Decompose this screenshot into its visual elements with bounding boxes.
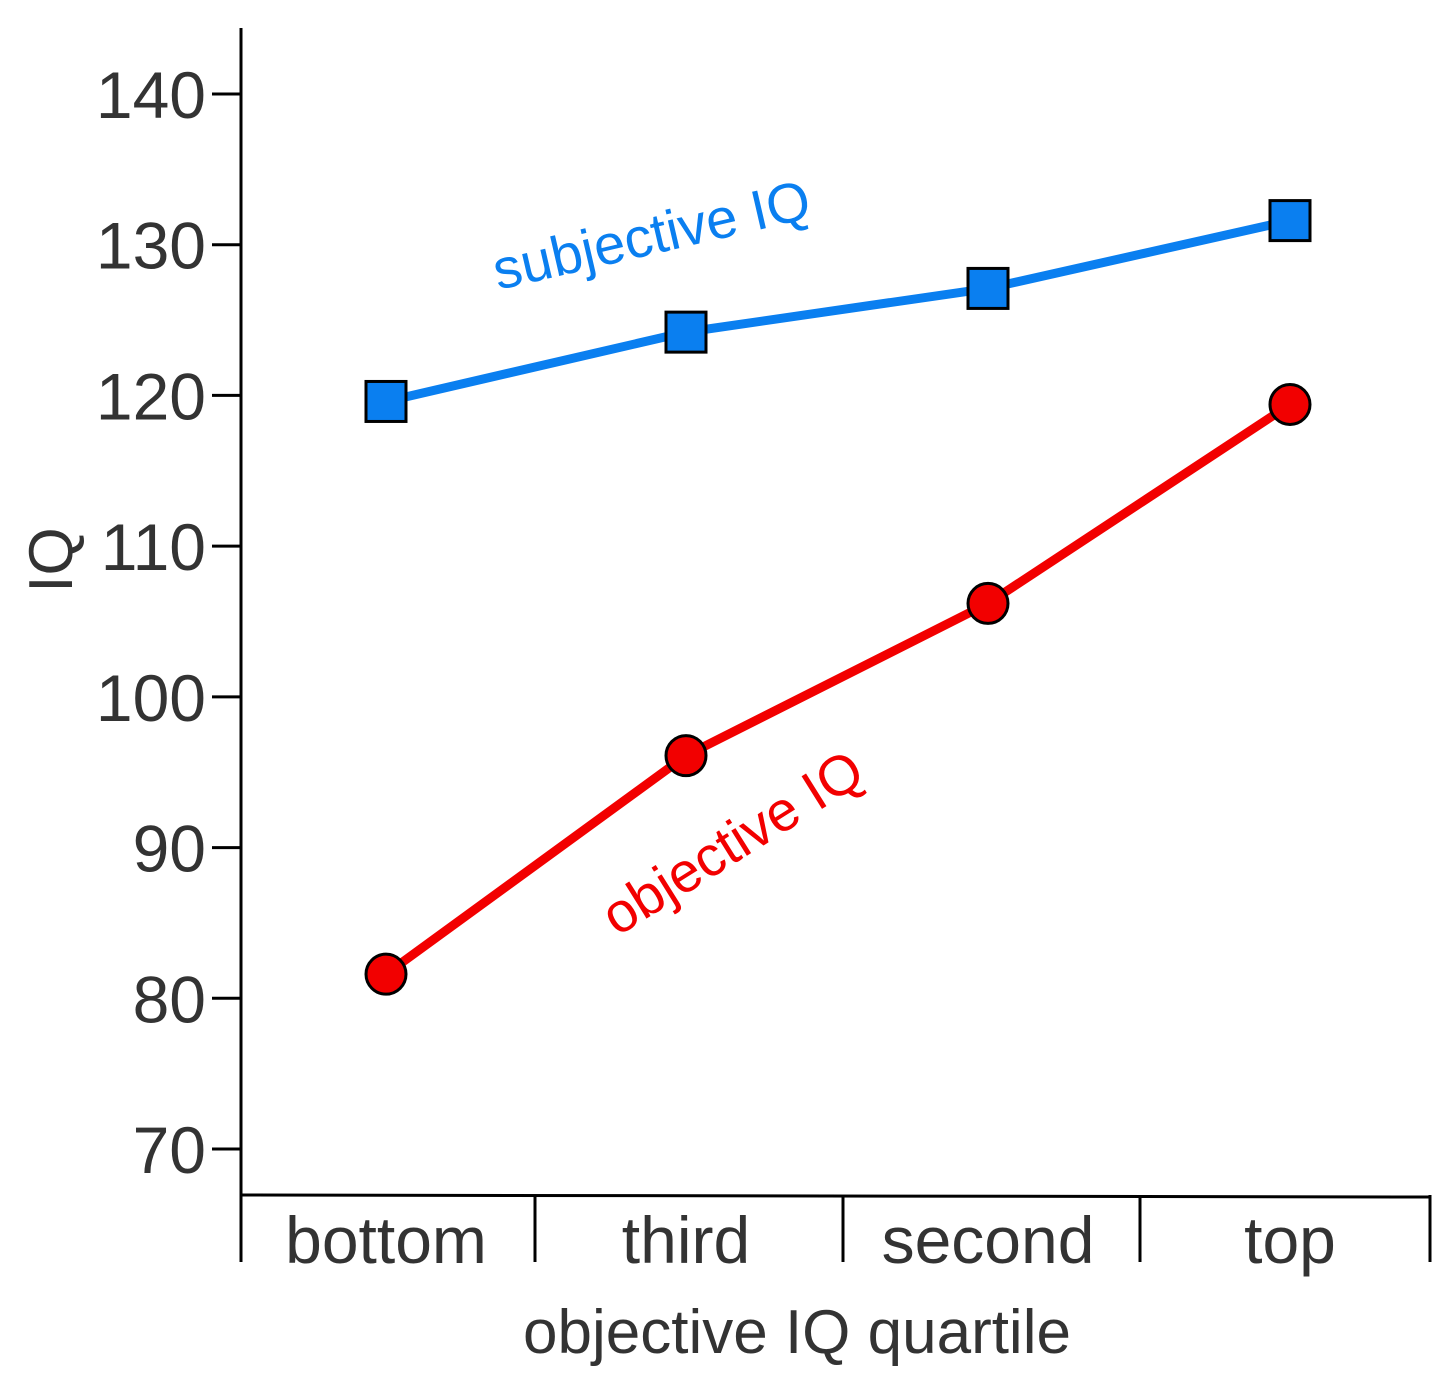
x-tick-label: third (622, 1203, 750, 1277)
x-categories: bottom third second top (239, 1195, 1432, 1277)
y-tick-label: 100 (96, 661, 206, 735)
y-tick-label: 120 (96, 359, 206, 433)
y-tick-label: 70 (133, 1113, 206, 1187)
y-axis-title: IQ (17, 527, 86, 592)
series-label-objective: objective IQ (590, 737, 874, 947)
axes (239, 28, 1431, 1199)
data-point-square (966, 266, 1010, 310)
data-point-circle (1268, 382, 1312, 426)
y-ticks: 70 80 90 100 110 120 130 140 (96, 58, 241, 1187)
data-point-square (1268, 199, 1312, 243)
data-point-circle (664, 734, 708, 778)
x-tick-label: bottom (285, 1203, 487, 1277)
x-tick-label: second (882, 1203, 1095, 1277)
x-tick-label: top (1244, 1203, 1336, 1277)
y-tick-label: 90 (133, 812, 206, 886)
y-tick-label: 140 (96, 58, 206, 132)
data-point-circle (966, 581, 1010, 625)
data-point-circle (364, 952, 408, 996)
series-line-objective (383, 400, 1293, 978)
series-group (364, 199, 1312, 996)
series-line-subjective (384, 216, 1291, 406)
x-axis-title: objective IQ quartile (523, 1298, 1071, 1367)
y-tick-label: 80 (133, 962, 206, 1036)
x-axis-line (240, 1193, 1431, 1199)
data-point-square (364, 379, 408, 423)
data-point-square (664, 310, 708, 354)
y-tick-label: 110 (101, 510, 206, 584)
y-tick-label: 130 (96, 209, 206, 283)
series-label-subjective: subjective IQ (487, 167, 817, 301)
